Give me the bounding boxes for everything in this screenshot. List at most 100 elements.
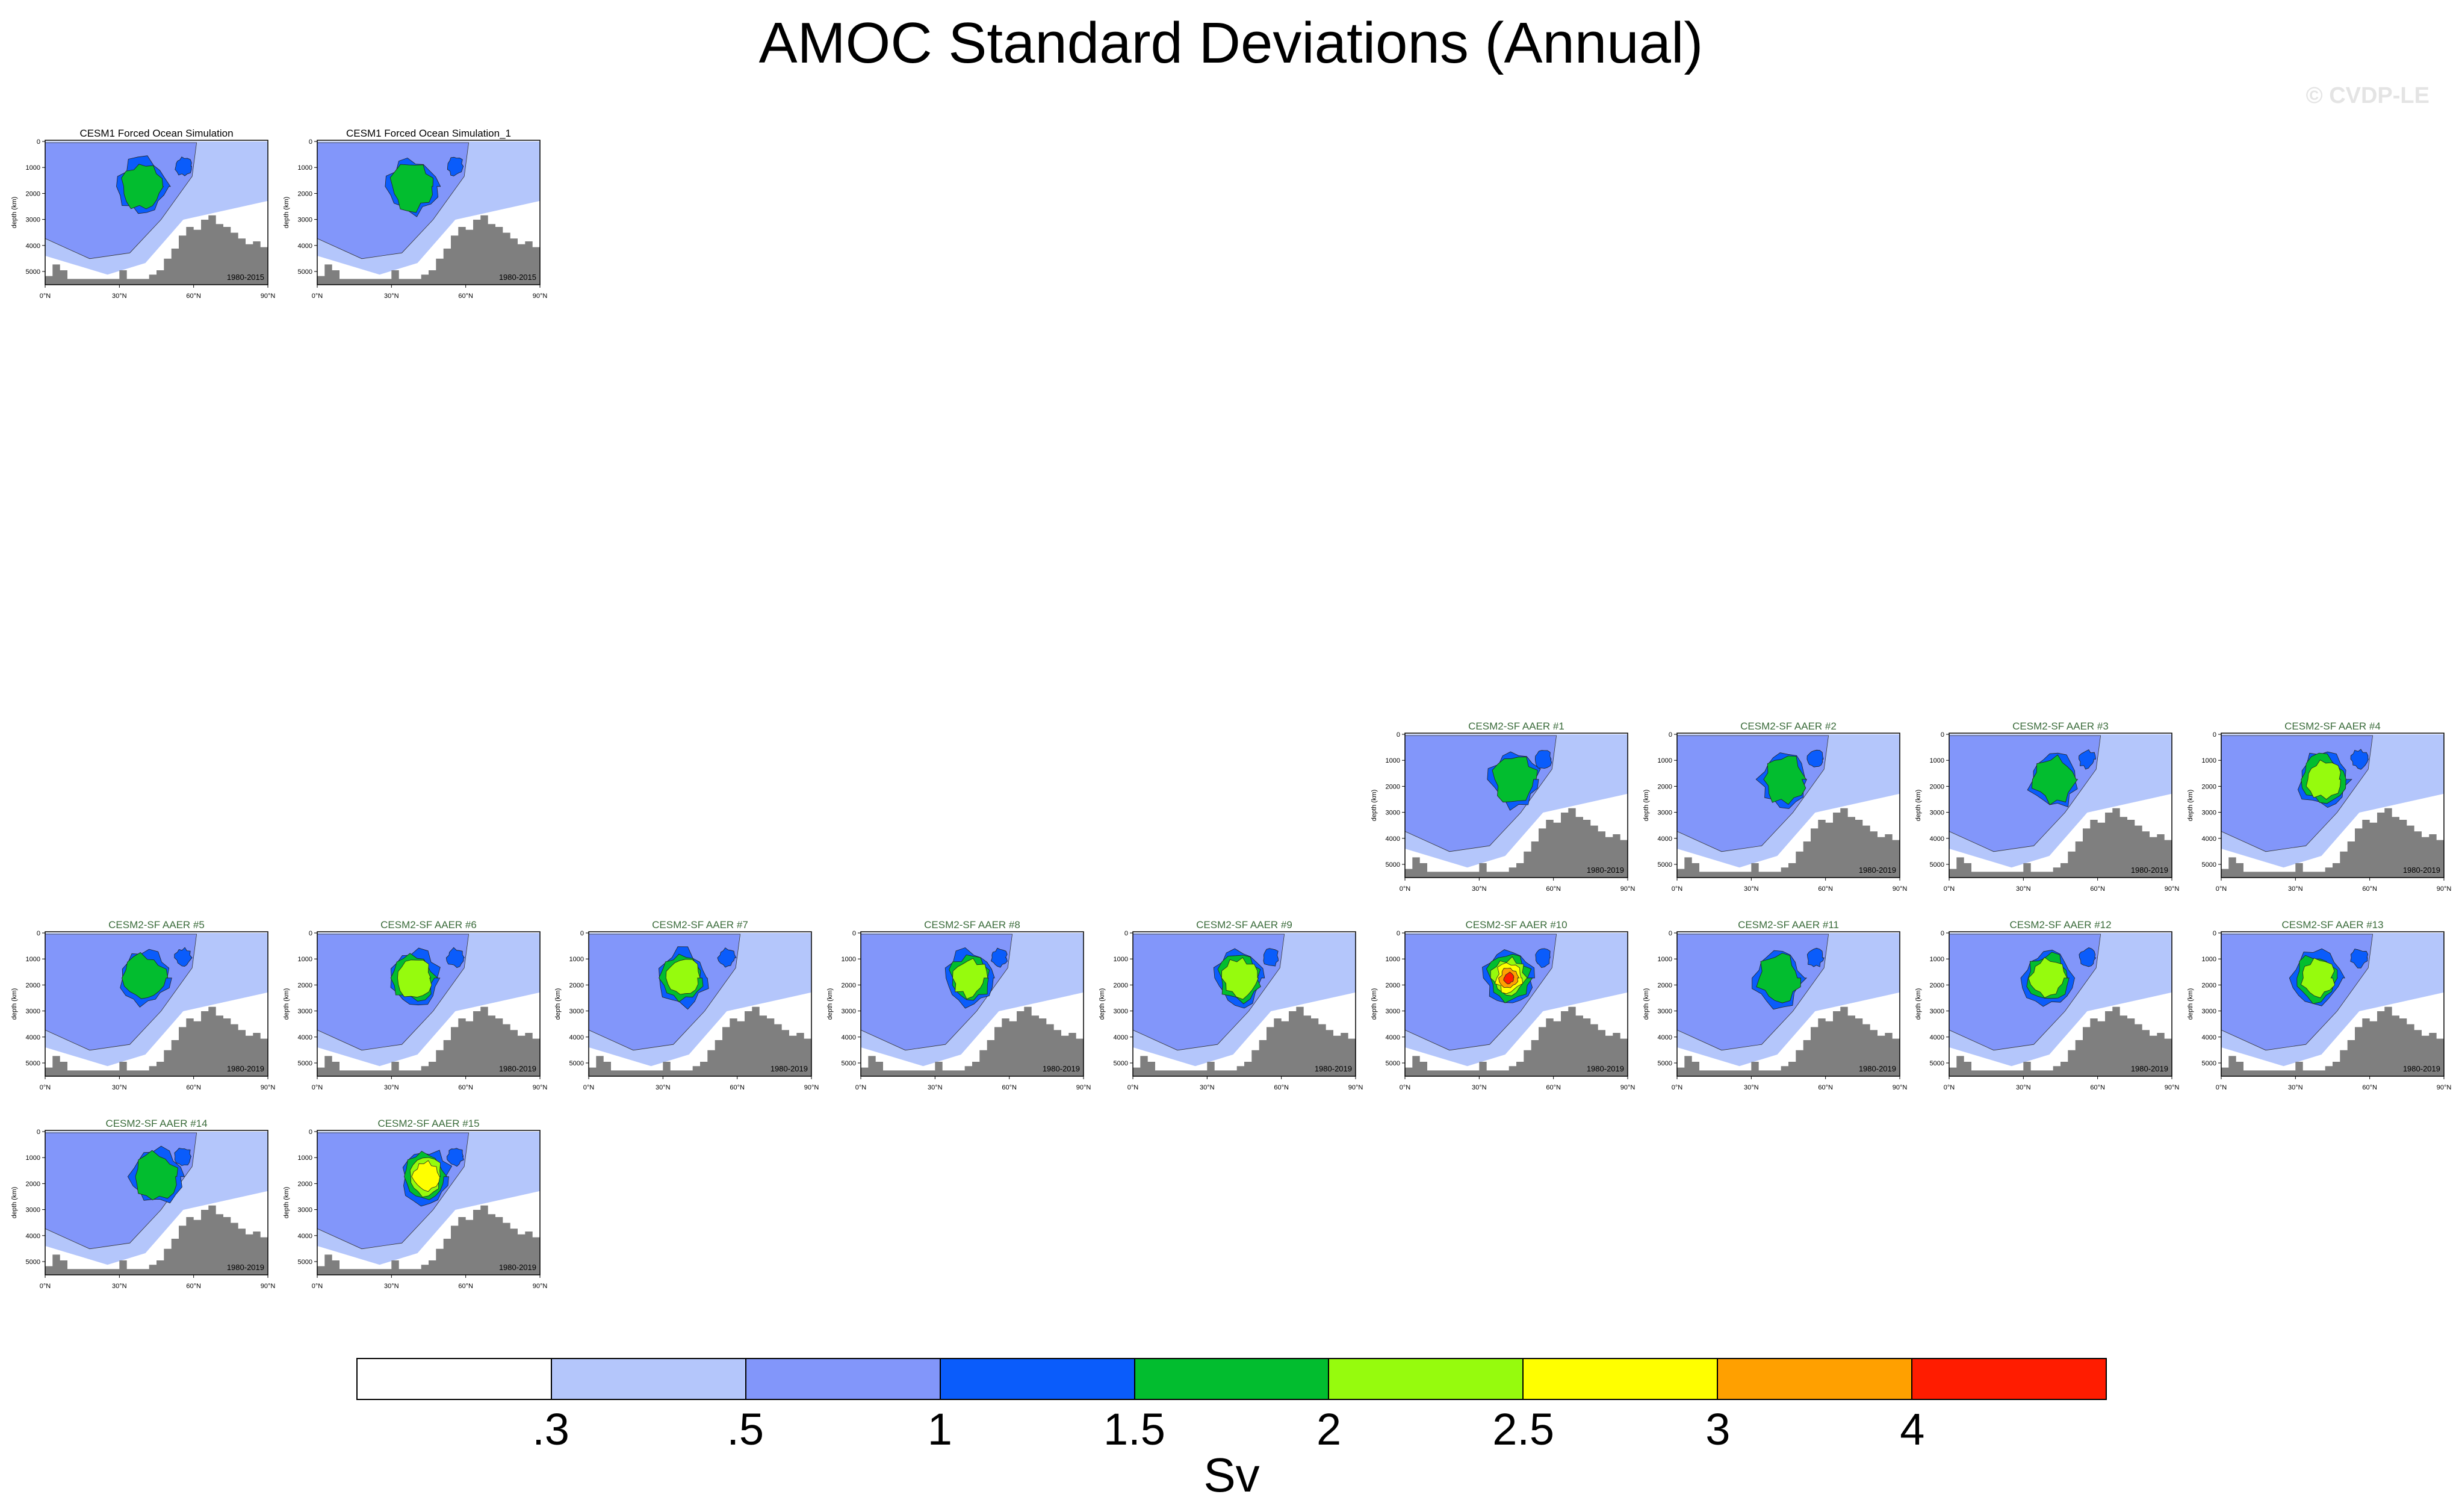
colorbar-level-label: .5 bbox=[727, 1404, 764, 1454]
contour-core bbox=[174, 947, 193, 967]
panel-title: CESM2-SF AAER #3 bbox=[2012, 720, 2109, 732]
y-tick-label: 0 bbox=[1669, 930, 1672, 937]
panel-title: CESM2-SF AAER #7 bbox=[652, 919, 748, 931]
x-tick-label: 0°N bbox=[40, 1283, 51, 1290]
y-tick-label: 3000 bbox=[298, 1008, 312, 1015]
y-tick-label: 4000 bbox=[2202, 835, 2216, 843]
contour-core bbox=[665, 959, 701, 995]
contour-core bbox=[1806, 947, 1825, 967]
bathymetry bbox=[45, 215, 268, 285]
panel-1: CESM1 Forced Ocean Simulation 1980-2015 0 1… bbox=[0, 122, 275, 315]
y-axis-label: depth (km) bbox=[283, 988, 290, 1020]
period-label: 1980-2019 bbox=[1859, 1064, 1896, 1073]
period-label: 1980-2019 bbox=[1315, 1064, 1352, 1073]
y-tick-label: 5000 bbox=[1386, 1060, 1400, 1067]
x-tick-label: 60°N bbox=[1818, 1084, 1833, 1091]
x-tick-label: 60°N bbox=[458, 1084, 473, 1091]
plot-frame bbox=[2221, 931, 2445, 1077]
plot-frame bbox=[317, 1130, 541, 1275]
y-tick-label: 3000 bbox=[1658, 810, 1672, 817]
x-tick-label: 30°N bbox=[1200, 1084, 1215, 1091]
panel-plot: CESM2-SF AAER #15 1980-2019 0 1000 2000 3000 4… bbox=[283, 1118, 547, 1290]
y-axis-label: depth (km) bbox=[1643, 988, 1650, 1020]
plot-frame bbox=[45, 140, 268, 285]
period-label: 1980-2015 bbox=[227, 273, 264, 282]
plot-frame bbox=[317, 140, 541, 285]
panel-14: CESM2-SF AAER #12 1980-2019 0 1000 2000 3000 4… bbox=[1904, 914, 2179, 1106]
panel-17: CESM2-SF AAER #15 1980-2019 0 1000 2000 3000 4… bbox=[272, 1112, 547, 1305]
contour-core bbox=[135, 1150, 178, 1201]
colorbar-level-label: 1.5 bbox=[1103, 1404, 1165, 1454]
bathymetry bbox=[317, 215, 540, 285]
y-tick-label: 2000 bbox=[1930, 783, 1944, 790]
y-axis-label: depth (km) bbox=[1915, 988, 1922, 1020]
colorbar-level-label: 2.5 bbox=[1492, 1404, 1555, 1454]
x-tick-label: 30°N bbox=[1472, 1084, 1487, 1091]
x-tick-label: 90°N bbox=[1620, 1084, 1636, 1091]
x-tick-label: 0°N bbox=[855, 1084, 867, 1091]
contour-core bbox=[2079, 749, 2097, 770]
period-label: 1980-2019 bbox=[1587, 866, 1624, 875]
panel-13: CESM2-SF AAER #11 1980-2019 0 1000 2000 3000 4… bbox=[1632, 914, 1907, 1106]
x-tick-label: 30°N bbox=[928, 1084, 943, 1091]
y-axis-label: depth (km) bbox=[2187, 790, 2194, 822]
contour-core bbox=[717, 947, 737, 968]
colorbar: .3 .5 1 1.5 2 2.5 3 4 Sv bbox=[356, 1358, 2107, 1502]
x-tick-label: 0°N bbox=[312, 1283, 323, 1290]
contour-core bbox=[397, 959, 432, 998]
y-tick-label: 0 bbox=[1124, 930, 1128, 937]
y-tick-label: 4000 bbox=[298, 1233, 312, 1240]
x-tick-label: 0°N bbox=[312, 1084, 323, 1091]
x-tick-label: 0°N bbox=[1672, 1084, 1683, 1091]
x-tick-label: 30°N bbox=[2016, 1084, 2031, 1091]
x-tick-label: 0°N bbox=[312, 293, 323, 300]
plot-frame bbox=[45, 931, 268, 1077]
x-tick-label: 90°N bbox=[2165, 885, 2180, 893]
bathymetry bbox=[1949, 808, 2172, 878]
y-tick-label: 1000 bbox=[1930, 956, 1944, 963]
colorbar-units: Sv bbox=[1203, 1448, 1260, 1502]
panel-title: CESM1 Forced Ocean Simulation_1 bbox=[346, 128, 511, 139]
y-tick-label: 5000 bbox=[1658, 1060, 1672, 1067]
bathymetry bbox=[861, 1006, 1084, 1076]
x-tick-label: 0°N bbox=[1400, 1084, 1411, 1091]
y-tick-label: 3000 bbox=[1114, 1008, 1128, 1015]
y-tick-label: 0 bbox=[37, 930, 40, 937]
contour-core bbox=[122, 952, 169, 999]
y-tick-label: 1000 bbox=[298, 164, 312, 172]
x-tick-label: 60°N bbox=[186, 1084, 201, 1091]
y-tick-label: 0 bbox=[1397, 731, 1400, 739]
y-tick-label: 5000 bbox=[1930, 1060, 1944, 1067]
y-axis-label: depth (km) bbox=[1643, 790, 1650, 822]
y-tick-label: 1000 bbox=[1930, 757, 1944, 764]
y-tick-label: 3000 bbox=[26, 217, 40, 224]
y-tick-label: 0 bbox=[37, 138, 40, 146]
y-axis-label: depth (km) bbox=[11, 1187, 18, 1219]
x-tick-label: 60°N bbox=[1818, 885, 1833, 893]
y-tick-label: 5000 bbox=[1658, 861, 1672, 869]
x-tick-label: 90°N bbox=[804, 1084, 819, 1091]
x-tick-label: 30°N bbox=[2288, 1084, 2303, 1091]
colorbar-level-label: 1 bbox=[927, 1404, 952, 1454]
colorbar-level-label: 3 bbox=[1705, 1404, 1731, 1454]
y-tick-label: 5000 bbox=[26, 1259, 40, 1266]
y-tick-label: 4000 bbox=[1386, 1034, 1400, 1041]
y-tick-label: 3000 bbox=[298, 1207, 312, 1214]
y-tick-label: 1000 bbox=[2202, 757, 2216, 764]
y-tick-label: 0 bbox=[309, 1129, 312, 1136]
x-tick-label: 0°N bbox=[583, 1084, 595, 1091]
panel-plot: CESM2-SF AAER #14 1980-2019 0 1000 2000 3000 4… bbox=[11, 1118, 275, 1290]
y-tick-label: 1000 bbox=[1386, 757, 1400, 764]
panel-5: CESM2-SF AAER #3 1980-2019 0 1000 2000 3000 40… bbox=[1904, 715, 2179, 908]
period-label: 1980-2019 bbox=[499, 1263, 536, 1272]
colorbar-level-label: 2 bbox=[1316, 1404, 1342, 1454]
contour-core bbox=[2305, 760, 2341, 800]
y-tick-label: 1000 bbox=[1114, 956, 1128, 963]
y-tick-label: 1000 bbox=[26, 1154, 40, 1162]
x-tick-label: 0°N bbox=[1944, 1084, 1955, 1091]
y-tick-label: 2000 bbox=[1114, 982, 1128, 989]
y-tick-label: 4000 bbox=[569, 1034, 584, 1041]
colorbar-box bbox=[746, 1359, 941, 1399]
x-tick-label: 60°N bbox=[1002, 1084, 1017, 1091]
panel-title: CESM2-SF AAER #13 bbox=[2281, 919, 2383, 931]
